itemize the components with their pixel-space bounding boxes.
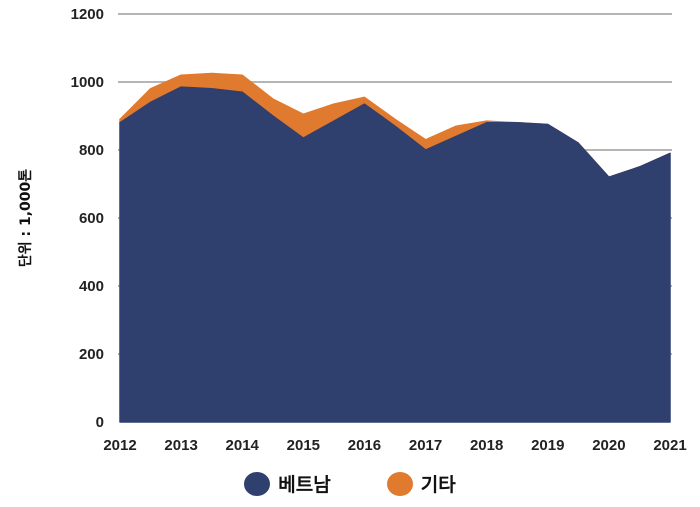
legend-swatch-other [386,471,413,496]
x-tick-label: 2017 [409,437,442,454]
x-tick-label: 2020 [592,437,625,454]
y-tick-label: 600 [79,210,104,227]
x-tick-label: 2021 [653,437,686,454]
legend-item-vietnam: 베트남 [244,470,331,497]
y-axis-ticks: 0 200 400 600 800 1000 1200 [71,6,104,431]
x-tick-label: 2018 [470,437,503,454]
x-tick-label: 2016 [348,437,381,454]
area-vietnam [119,86,671,423]
x-tick-label: 2013 [164,437,197,454]
legend-swatch-vietnam [244,471,271,496]
y-axis-label: 단위 : 1,000톤 [17,169,34,267]
x-tick-label: 2015 [287,437,320,454]
y-tick-label: 1200 [71,6,104,23]
x-tick-label: 2014 [226,437,260,454]
legend-item-other: 기타 [386,470,456,497]
x-axis-ticks: 2012 2013 2014 2015 2016 2017 2018 2019 2020 2021 [103,437,686,454]
y-tick-label: 0 [96,414,104,431]
y-tick-label: 1000 [71,74,104,91]
area-series [119,72,671,423]
legend-label-vietnam: 베트남 [278,474,331,496]
y-tick-label: 200 [79,346,104,363]
x-tick-label: 2012 [103,437,136,454]
legend: 베트남 기타 [0,470,700,497]
x-tick-label: 2019 [531,437,564,454]
legend-label-other: 기타 [420,474,456,496]
y-tick-label: 800 [79,142,104,159]
y-tick-label: 400 [79,278,104,295]
